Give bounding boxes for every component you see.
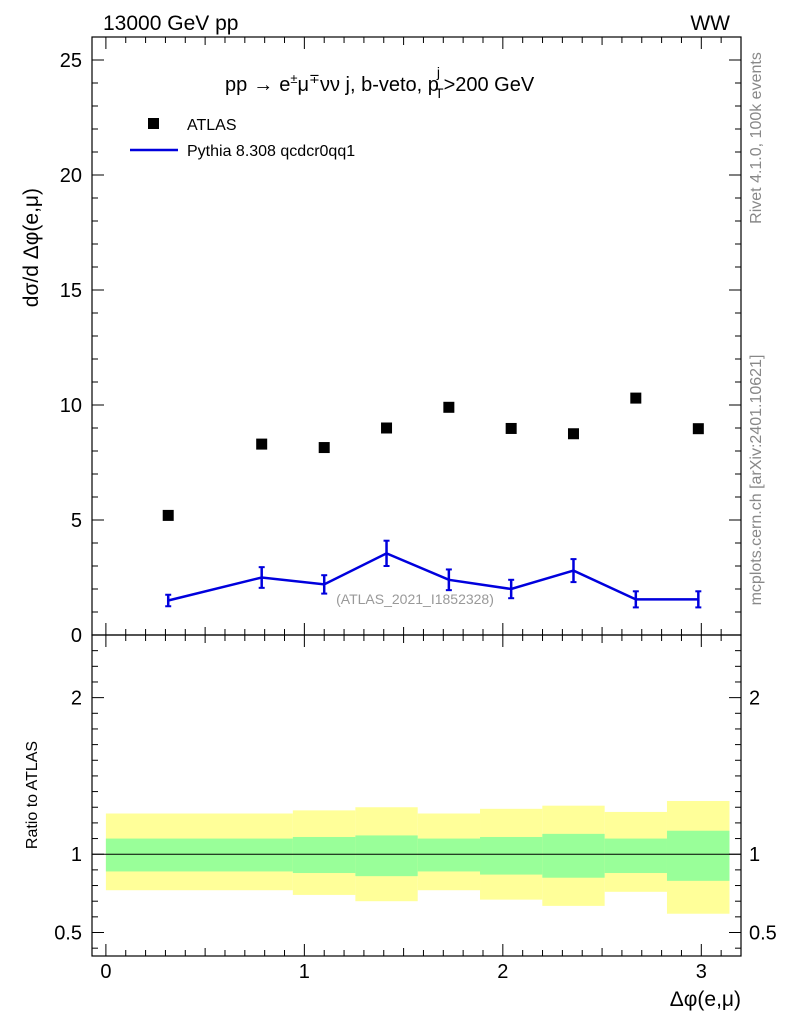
atlas-data-point bbox=[162, 509, 174, 521]
title-sup-j: j bbox=[436, 64, 440, 80]
main-y-tick-label: 5 bbox=[71, 510, 82, 532]
energy-label: 13000 GeV pp bbox=[103, 12, 238, 35]
main-y-tick-label: 0 bbox=[71, 625, 82, 647]
ratio-y-tick-label-left: 0.5 bbox=[54, 923, 82, 945]
rivet-label: Rivet 4.1.0, 100k events bbox=[748, 52, 765, 224]
title-sub-t: T bbox=[435, 85, 444, 101]
ratio-panel: Ratio to ATLAS 0.5 0.5 1 1 2 2 0 1 2 3 Δφ(e,μ) bbox=[24, 634, 777, 1011]
x-tick-label: 2 bbox=[497, 961, 508, 983]
main-y-tick-label: 20 bbox=[60, 165, 82, 187]
atlas-data-point bbox=[692, 423, 704, 435]
x-tick-label: 3 bbox=[696, 961, 707, 983]
main-axes: 0 5 10 15 20 25 bbox=[60, 36, 742, 647]
title-cut: >200 GeV bbox=[444, 74, 535, 96]
ratio-y-tick-label-left: 2 bbox=[71, 688, 82, 710]
analysis-watermark: (ATLAS_2021_I1852328) bbox=[336, 591, 494, 607]
ratio-y-tick-label-right: 1 bbox=[749, 844, 760, 866]
atlas-data-point bbox=[443, 401, 455, 413]
atlas-data-point bbox=[381, 422, 393, 434]
ratio-y-tick-label-right: 0.5 bbox=[749, 923, 777, 945]
atlas-data-point bbox=[567, 428, 579, 440]
x-tick-label: 1 bbox=[299, 961, 310, 983]
ratio-stat-band bbox=[105, 838, 293, 872]
atlas-data-point bbox=[505, 422, 517, 434]
title-e: e bbox=[279, 74, 290, 96]
ratio-y-tick-label-left: 1 bbox=[71, 844, 82, 866]
title-rest: νν j, b-veto, p bbox=[320, 74, 439, 96]
title-pm: ± bbox=[290, 71, 297, 86]
main-y-tick-label: 25 bbox=[60, 50, 82, 72]
ratio-stat-band bbox=[292, 836, 356, 874]
main-title: pp → e±μ∓νν j, b-veto, pj T>200 GeV bbox=[225, 64, 535, 101]
process-label: WW bbox=[690, 12, 730, 35]
atlas-data-point bbox=[318, 442, 330, 454]
ratio-axes: 0.5 0.5 1 1 2 2 0 1 2 3 bbox=[54, 634, 777, 983]
ratio-stat-band bbox=[417, 838, 481, 872]
legend-label-atlas: ATLAS bbox=[187, 117, 237, 134]
title-pp: pp bbox=[225, 74, 247, 96]
atlas-data-point bbox=[630, 392, 642, 404]
ratio-y-tick-label-right: 2 bbox=[749, 688, 760, 710]
main-panel: pp → e±μ∓νν j, b-veto, pj T>200 GeV dσ/d Δφ… bbox=[20, 36, 742, 647]
title-mu: μ bbox=[298, 74, 310, 96]
ratio-plot-area bbox=[92, 800, 741, 914]
x-axis-label: Δφ(e,μ) bbox=[670, 988, 741, 1011]
mcplots-label: mcplots.cern.ch [arXiv:2401.10621] bbox=[748, 355, 765, 606]
ratio-stat-band bbox=[480, 836, 543, 875]
main-y-tick-label: 10 bbox=[60, 395, 82, 417]
x-tick-label: 0 bbox=[100, 961, 111, 983]
ratio-y-label: Ratio to ATLAS bbox=[24, 741, 41, 849]
legend-marker-atlas bbox=[148, 118, 159, 129]
ratio-stat-band bbox=[604, 838, 667, 874]
ratio-stat-band bbox=[542, 833, 605, 878]
title-mp: ∓ bbox=[309, 71, 320, 86]
main-plot-area bbox=[162, 392, 704, 609]
ratio-frame bbox=[91, 634, 742, 957]
main-y-label: dσ/d Δφ(e,μ) bbox=[20, 188, 43, 307]
ratio-stat-band bbox=[355, 835, 418, 877]
legend-label-pythia: Pythia 8.308 qcdcr0qq1 bbox=[187, 143, 355, 160]
atlas-data-point bbox=[256, 438, 268, 450]
main-y-tick-label: 15 bbox=[60, 280, 82, 302]
legend: ATLAS Pythia 8.308 qcdcr0qq1 bbox=[130, 117, 355, 160]
ratio-stat-band bbox=[666, 830, 730, 881]
title-arrow: → bbox=[253, 74, 273, 96]
